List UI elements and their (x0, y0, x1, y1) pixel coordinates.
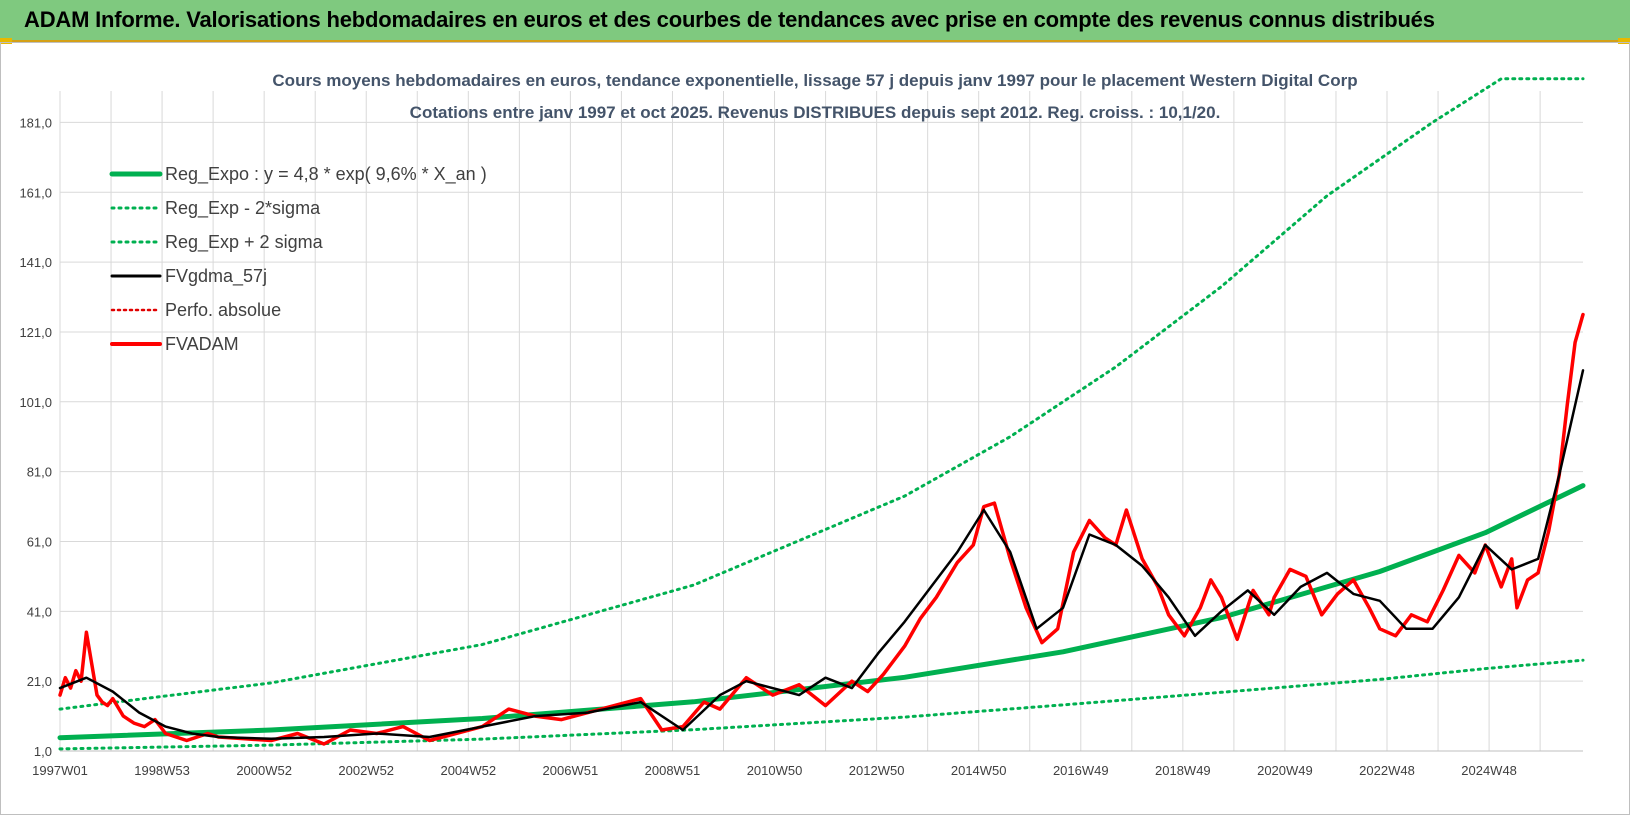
y-tick-label: 61,0 (27, 534, 52, 549)
y-tick-label: 81,0 (27, 465, 52, 480)
x-tick-label: 2008W51 (645, 763, 701, 778)
series-line-0 (57, 483, 1586, 741)
x-tick-label: 2022W48 (1359, 763, 1415, 778)
y-tick-label: 1,0 (34, 744, 52, 759)
y-tick-label: 161,0 (19, 185, 52, 200)
corner-marker-right (1618, 38, 1630, 44)
corner-marker-left (0, 38, 12, 44)
x-tick-label: 2002W52 (338, 763, 394, 778)
series-group (57, 77, 1586, 751)
chart-title: Cours moyens hebdomadaires en euros, ten… (272, 71, 1357, 90)
x-tick-label: 1998W53 (134, 763, 190, 778)
x-tick-label: 2006W51 (543, 763, 599, 778)
legend-label: Perfo. absolue (165, 300, 281, 320)
series-line-1 (58, 658, 1585, 751)
x-tick-label: 2012W50 (849, 763, 905, 778)
y-axis-ticks: 1,0 21,0 41,0 61,0 81,0 101,0 121,0 141,0 161,0 1… (19, 115, 52, 759)
legend-label: FVADAM (165, 334, 239, 354)
x-tick-label: 2014W50 (951, 763, 1007, 778)
y-tick-label: 121,0 (19, 325, 52, 340)
legend-label: Reg_Exp - 2*sigma (165, 198, 321, 219)
x-axis-ticks: 1997W01 1998W53 2000W52 2002W52 2004W52 2006W… (32, 763, 1517, 778)
x-tick-label: 2010W50 (747, 763, 803, 778)
y-tick-label: 21,0 (27, 674, 52, 689)
series-line-2 (58, 77, 1585, 711)
y-tick-label: 181,0 (19, 115, 52, 130)
y-tick-label: 141,0 (19, 255, 52, 270)
x-tick-label: 2024W48 (1461, 763, 1517, 778)
report-title: ADAM Informe. Valorisations hebdomadaire… (24, 7, 1435, 32)
x-tick-label: 1997W01 (32, 763, 88, 778)
legend-label: Reg_Expo : y = 4,8 * exp( 9,6% * X_an ) (165, 164, 487, 185)
series-line-5 (58, 312, 1585, 746)
legend-label: Reg_Exp + 2 sigma (165, 232, 324, 253)
y-tick-label: 101,0 (19, 395, 52, 410)
chart-subtitle: Cotations entre janv 1997 et oct 2025. R… (410, 103, 1221, 122)
legend: Reg_Expo : y = 4,8 * exp( 9,6% * X_an ) R… (109, 164, 487, 354)
x-tick-label: 2004W52 (440, 763, 496, 778)
x-tick-label: 2000W52 (236, 763, 292, 778)
grid-lines (59, 91, 1583, 752)
x-tick-label: 2018W49 (1155, 763, 1211, 778)
series-line-3 (58, 369, 1585, 741)
legend-label: FVgdma_57j (165, 266, 267, 287)
report-banner: ADAM Informe. Valorisations hebdomadaire… (0, 0, 1630, 42)
x-tick-label: 2016W49 (1053, 763, 1109, 778)
y-tick-label: 41,0 (27, 604, 52, 619)
x-tick-label: 2020W49 (1257, 763, 1313, 778)
